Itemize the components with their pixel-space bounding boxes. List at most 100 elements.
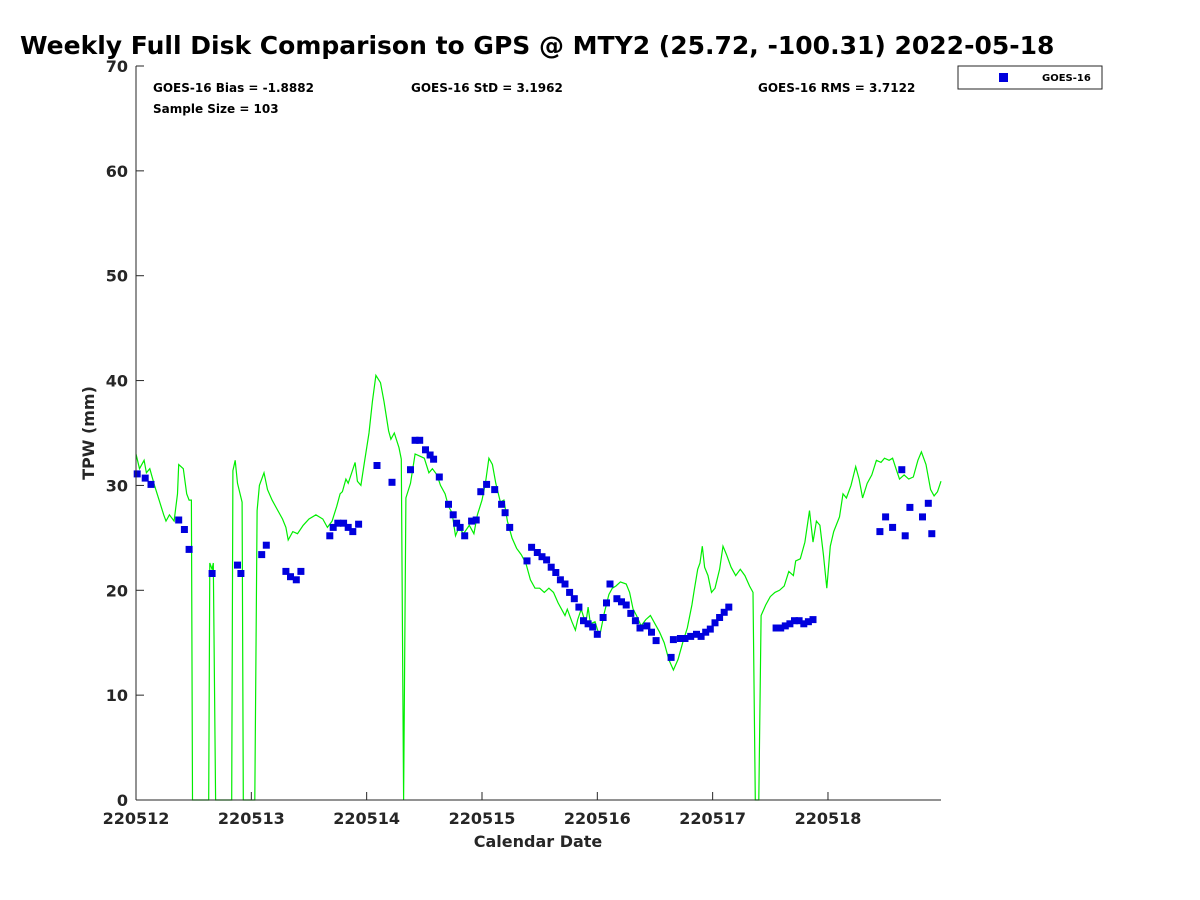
goes16-point (208, 570, 216, 577)
goes16-point (538, 553, 546, 561)
goes16-point (711, 619, 719, 627)
goes16-point (334, 519, 342, 527)
goes16-point (262, 541, 270, 549)
sample-size-stat: Sample Size = 103 (153, 102, 279, 116)
goes16-scatter-series (133, 436, 936, 661)
goes16-point (584, 620, 592, 628)
goes16-point (889, 523, 897, 531)
y-tick-label: 50 (106, 267, 128, 286)
goes16-point (566, 588, 574, 596)
goes16-point (552, 569, 560, 576)
goes16-point (898, 466, 906, 474)
x-tick-label: 220512 (103, 809, 170, 828)
goes16-point (720, 608, 728, 616)
goes16-point (603, 599, 610, 607)
goes16-point (593, 630, 601, 638)
goes16-point (477, 488, 485, 496)
goes16-point (919, 513, 926, 521)
goes16-point (777, 624, 785, 632)
goes16-point (599, 614, 607, 621)
goes16-point (234, 561, 241, 569)
goes16-point (669, 636, 677, 644)
x-tick-label: 220518 (795, 809, 862, 828)
goes16-point (636, 624, 644, 632)
goes16-point (580, 617, 587, 625)
x-tick-label: 220513 (218, 809, 285, 828)
goes16-point (570, 595, 578, 603)
goes16-point (326, 532, 334, 540)
goes16-point (237, 570, 245, 577)
goes16-point (681, 635, 689, 642)
goes16-point (876, 528, 884, 536)
goes16-point (461, 532, 469, 540)
goes16-point (141, 474, 149, 482)
goes16-point (258, 551, 266, 559)
goes16-point (702, 628, 710, 636)
y-tick-label: 60 (106, 162, 128, 181)
goes16-point (800, 620, 808, 628)
goes16-point (786, 620, 794, 628)
goes16-point (901, 532, 909, 540)
goes16-point (648, 628, 655, 636)
goes16-point (287, 573, 294, 581)
goes16-point (472, 516, 480, 524)
goes16-point (411, 436, 419, 444)
goes16-point (340, 519, 348, 527)
goes16-point (809, 616, 817, 624)
goes16-point (133, 470, 141, 478)
goes16-point (407, 466, 414, 474)
goes16-point (882, 513, 890, 521)
goes16-point (772, 624, 780, 632)
goes16-point (297, 567, 305, 575)
goes16-point (528, 543, 536, 551)
goes16-point (185, 545, 193, 553)
goes16-point (373, 462, 381, 469)
std-stat: GOES-16 StD = 3.1962 (411, 81, 563, 95)
goes16-point (795, 617, 803, 625)
goes16-point (349, 528, 357, 536)
goes16-point (388, 478, 396, 486)
goes16-point (676, 635, 684, 642)
goes16-point (781, 622, 789, 630)
y-tick-label: 30 (106, 476, 128, 495)
legend-box (957, 65, 1103, 90)
goes16-point (180, 526, 188, 533)
goes16-point (687, 632, 695, 640)
goes16-point (575, 603, 583, 611)
y-tick-label: 10 (106, 686, 128, 705)
goes16-point (430, 455, 438, 463)
goes16-point (147, 480, 155, 488)
goes16-point (501, 509, 509, 517)
y-tick-label: 40 (106, 372, 128, 391)
goes16-point (622, 601, 630, 609)
x-axis-ticks: 220512 220513 220514 220515 220516 220517 2205… (103, 792, 862, 828)
goes16-point (422, 446, 429, 454)
goes16-point (667, 653, 675, 661)
gps-line (135, 373, 942, 801)
goes16-point (344, 523, 352, 531)
x-axis-label: Calendar Date (474, 832, 603, 851)
x-tick-label: 220517 (679, 809, 746, 828)
bias-stat: GOES-16 Bias = -1.8882 (153, 81, 314, 95)
goes16-point (435, 473, 443, 481)
goes16-point (456, 523, 464, 531)
legend-label-goes16: GOES-16 (1042, 73, 1091, 84)
goes16-point (606, 580, 614, 588)
goes16-point (804, 618, 812, 626)
goes16-point (282, 567, 290, 575)
goes16-point (693, 630, 700, 638)
y-axis-ticks: 0 10 20 30 40 50 60 70 (106, 57, 144, 810)
y-tick-label: 0 (117, 791, 128, 810)
goes16-point (725, 603, 733, 611)
legend-marker-goes16 (999, 73, 1008, 82)
x-tick-label: 220514 (333, 809, 400, 828)
chart-title: Weekly Full Disk Comparison to GPS @ MTY… (20, 31, 1054, 60)
goes16-point (547, 563, 555, 571)
goes16-point (706, 625, 714, 633)
x-tick-label: 220516 (564, 809, 631, 828)
y-tick-label: 70 (106, 57, 128, 76)
goes16-point (523, 557, 531, 565)
x-tick-label: 220515 (449, 809, 516, 828)
goes16-point (556, 576, 564, 584)
